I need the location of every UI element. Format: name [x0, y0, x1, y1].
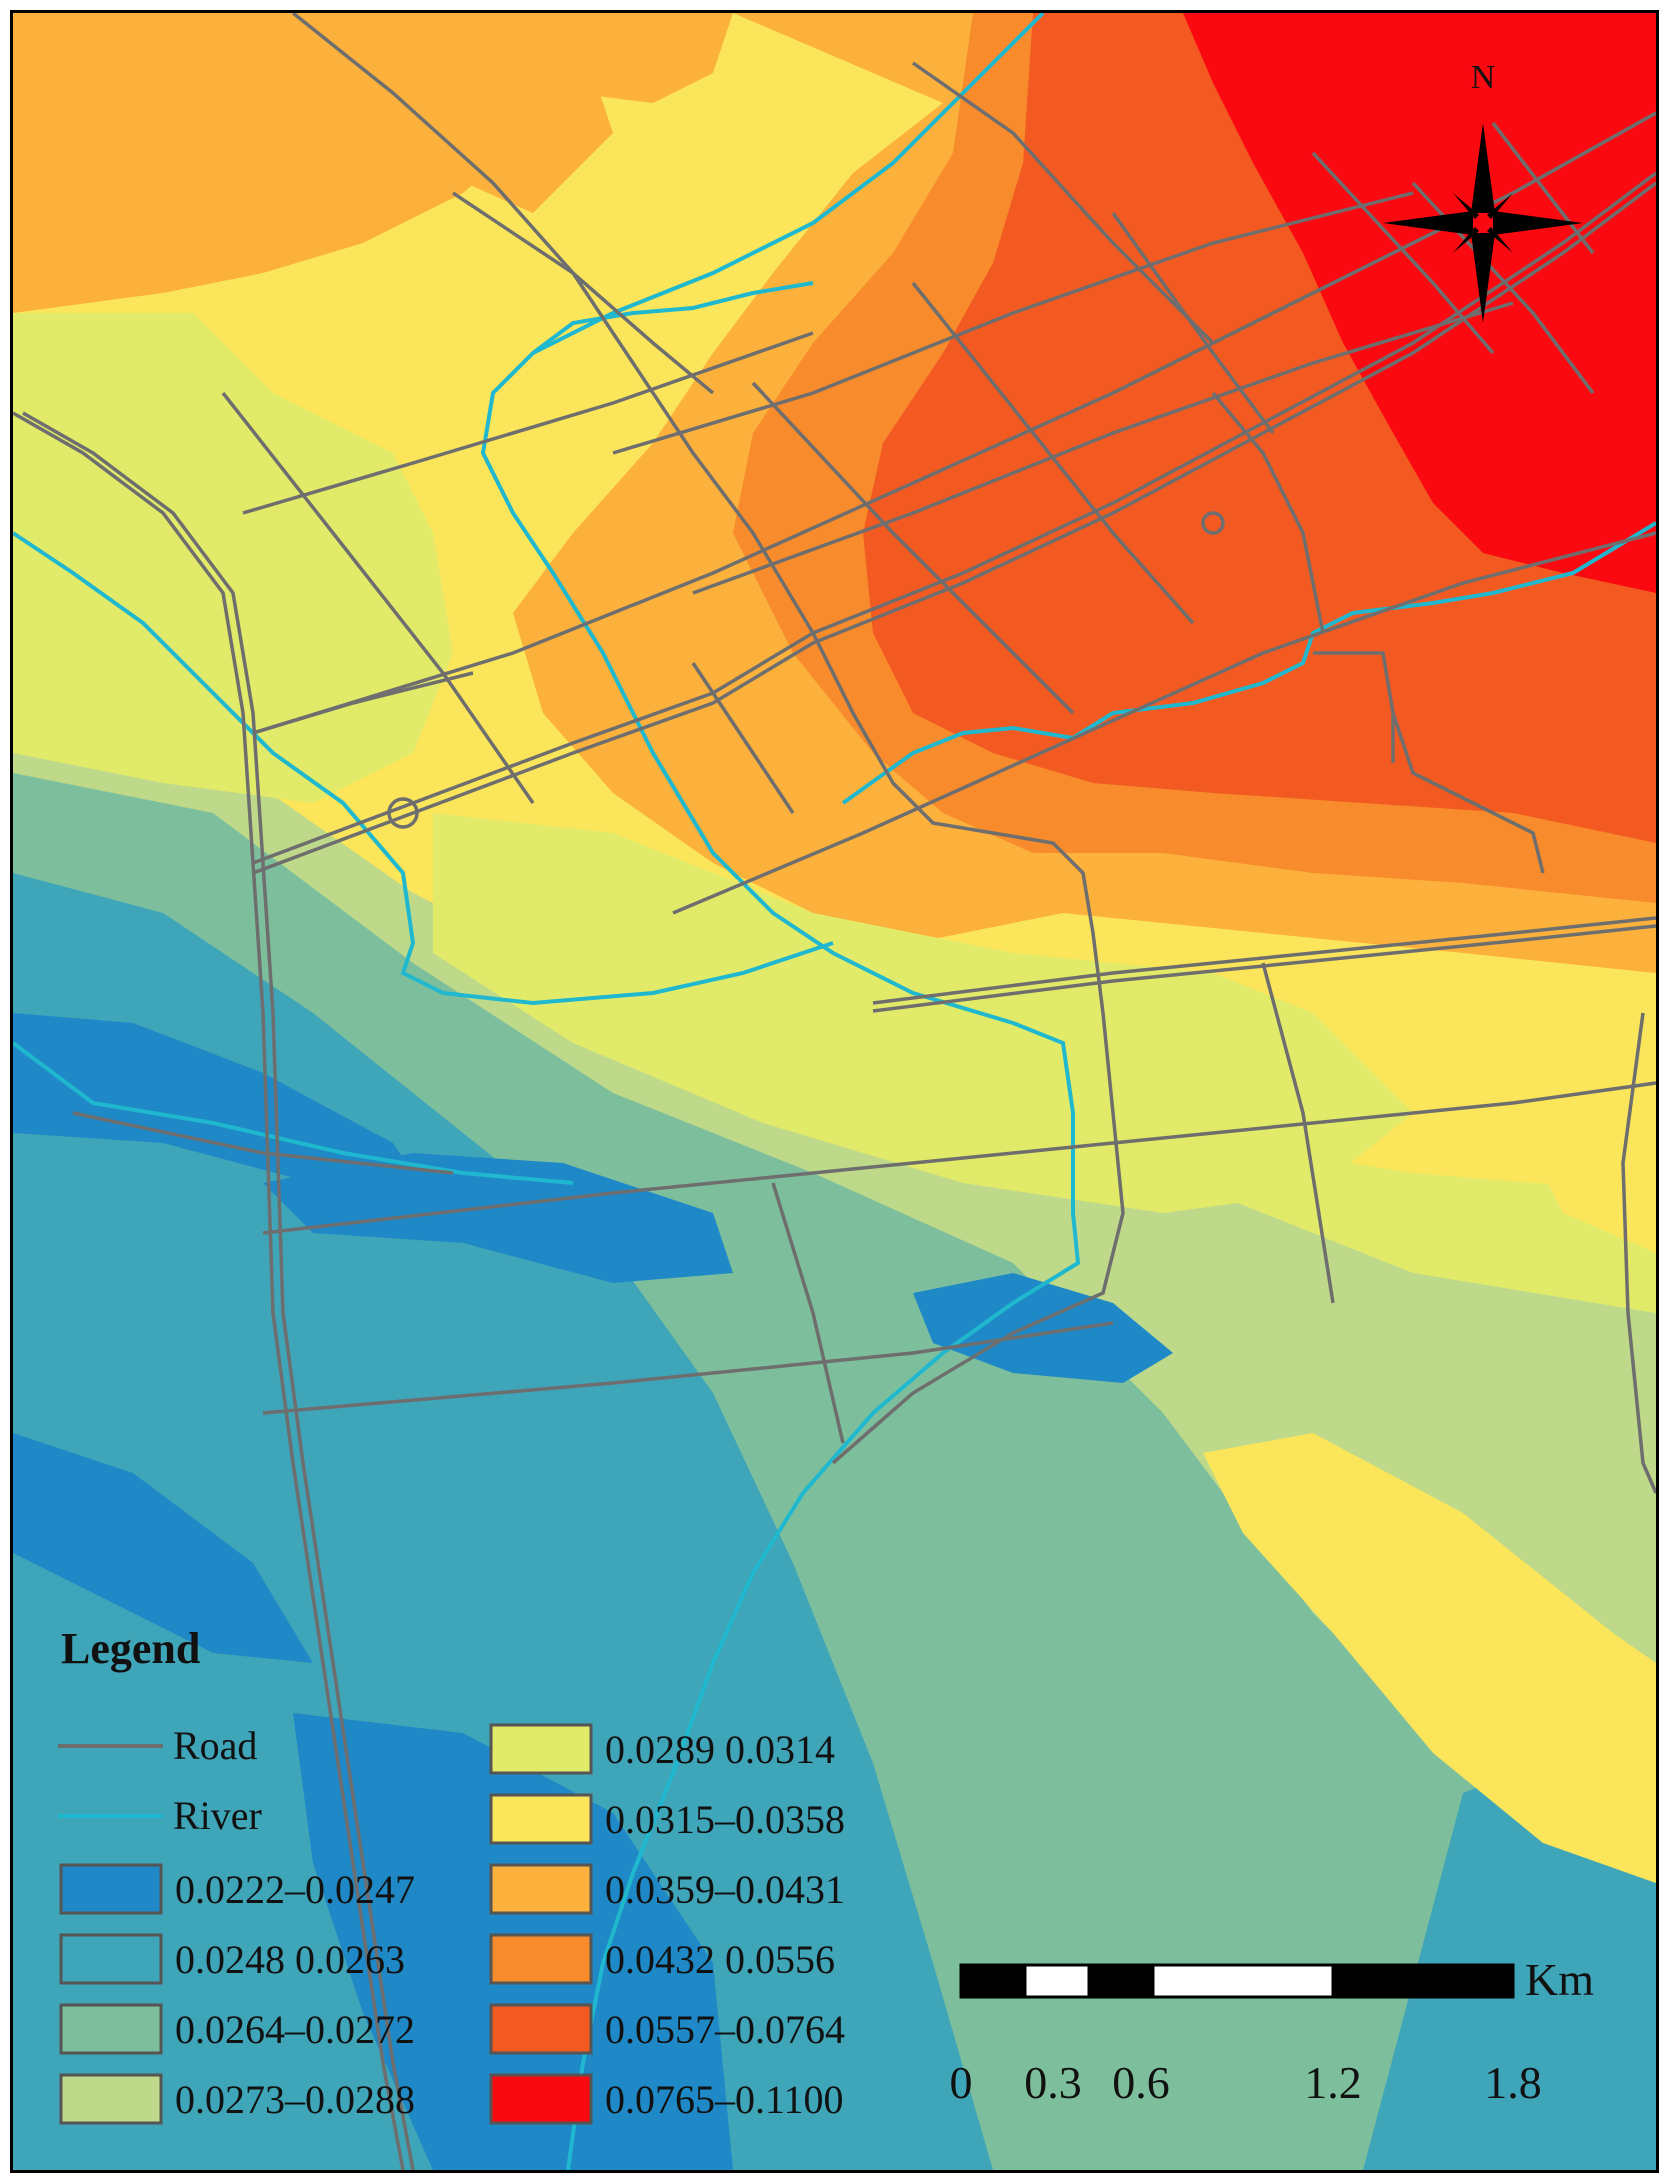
north-arrow-e: [1493, 211, 1583, 235]
map-frame: N Legend Road River 0.0222–0.0247 0.0248…: [10, 10, 1659, 2173]
scale-seg-5: [1331, 1963, 1515, 1999]
river-right-branch: [841, 521, 1656, 805]
road-diagonal-main: [252, 171, 1656, 865]
north-arrow-ne: [1487, 193, 1513, 219]
road-grid-2: [911, 281, 1195, 625]
zone-yellow-right: [1513, 1093, 1656, 1253]
north-arrow: N: [1383, 59, 1583, 323]
legend: Legend Road River 0.0222–0.0247 0.0248 0…: [58, 1624, 845, 2125]
legend-class-swatch-9: [489, 2003, 593, 2055]
legend-class-swatch-5: [489, 1723, 593, 1775]
north-arrow-n: [1471, 123, 1495, 213]
legend-river-label: River: [173, 1793, 262, 1838]
north-arrow-s: [1471, 233, 1495, 323]
legend-class-label-3: 0.0264–0.0272: [175, 2007, 415, 2052]
value-zones: [13, 13, 1656, 2170]
legend-class-label-6: 0.0315–0.0358: [605, 1797, 845, 1842]
road-roundabout-east: [1201, 511, 1225, 535]
road-horizontal-2: [72, 1111, 454, 1175]
zone-orange-light-topleft: [13, 13, 533, 313]
road-roundabout-west: [387, 797, 419, 829]
map-canvas: N Legend Road River 0.0222–0.0247 0.0248…: [13, 13, 1656, 2170]
road-horizontal-3: [262, 1081, 1656, 1235]
road-grid-7: [1211, 391, 1325, 634]
legend-class-label-10: 0.0765–0.1100: [605, 2077, 844, 2122]
road-horizontal-1b: [872, 924, 1656, 1013]
north-arrow-w: [1383, 211, 1473, 235]
scale-tick-0: 0: [950, 2057, 973, 2108]
legend-class-swatch-6: [489, 1793, 593, 1845]
zone-yellow-lowright: [1203, 1433, 1656, 1883]
north-label: N: [1471, 59, 1496, 96]
legend-class-swatch-4: [59, 2073, 163, 2125]
road-horizontal-1: [872, 916, 1656, 1005]
road-grid-3: [1111, 211, 1275, 435]
legend-class-swatch-2: [59, 1933, 163, 1985]
road-grid-4: [1311, 151, 1495, 355]
road-far-north: [911, 61, 1215, 345]
north-arrow-se: [1487, 227, 1513, 253]
legend-class-label-1: 0.0222–0.0247: [175, 1867, 415, 1912]
road-left-diag: [221, 391, 535, 804]
legend-class-label-7: 0.0359–0.0431: [605, 1867, 845, 1912]
roads: [13, 13, 1656, 2170]
scale-bar: Km 0 0.3 0.6 1.2 1.8: [950, 1954, 1595, 2108]
road-cross-2: [612, 191, 1414, 455]
road-grid-1: [751, 381, 1075, 715]
zone-lightyellowgreen-mid: [433, 813, 1413, 1213]
zone-red: [1183, 13, 1656, 593]
river-main: [480, 13, 1081, 2170]
legend-class-label-5: 0.0289 0.0314: [605, 1727, 835, 1772]
road-north-left: [291, 13, 1125, 1465]
road-left-upper: [242, 331, 814, 515]
road-upper-mid: [452, 191, 715, 395]
zone-teal-lower: [13, 873, 993, 2170]
legend-class-swatch-10: [489, 2073, 593, 2125]
legend-class-swatch-7: [489, 1863, 593, 1915]
river-upper-branch: [531, 281, 814, 355]
road-east-edge: [1621, 1012, 1656, 1494]
river-left-branch: [13, 531, 834, 1006]
scale-seg-2: [1023, 1963, 1091, 1999]
scale-seg-4: [1151, 1963, 1335, 1999]
scale-seg-3: [1087, 1963, 1155, 1999]
road-cross-3: [672, 531, 1656, 915]
legend-class-swatch-8: [489, 1933, 593, 1985]
legend-class-swatch-1: [59, 1863, 163, 1915]
legend-road-label: Road: [173, 1723, 257, 1768]
road-vertical-right: [1261, 962, 1335, 1304]
road-west-highway: [13, 411, 405, 2170]
north-arrow-sw: [1453, 227, 1479, 253]
scale-seg-1: [959, 1963, 1027, 1999]
zone-lightyellowgreen-left: [13, 313, 453, 803]
scale-tick-2: 0.6: [1112, 2057, 1170, 2108]
road-vertical-mid: [771, 1182, 845, 1444]
scale-tick-3: 1.2: [1304, 2057, 1362, 2108]
road-horizontal-4: [262, 1321, 1114, 1415]
scale-unit: Km: [1525, 1954, 1594, 2005]
road-grid-6: [1491, 121, 1595, 255]
road-cross-4: [692, 301, 1514, 595]
scale-tick-1: 0.3: [1024, 2057, 1082, 2108]
road-east-vertical: [1313, 651, 1545, 874]
zone-blue-center: [263, 1153, 733, 1283]
legend-class-label-4: 0.0273–0.0288: [175, 2077, 415, 2122]
zone-blue-lowleft: [13, 1433, 313, 1663]
north-arrow-nw: [1453, 193, 1479, 219]
zone-blue-left: [13, 1013, 433, 1203]
zone-orange-light-topmid: [393, 13, 613, 213]
legend-title: Legend: [61, 1624, 200, 1673]
legend-class-label-8: 0.0432 0.0556: [605, 1937, 835, 1982]
scale-tick-4: 1.8: [1484, 2057, 1542, 2108]
road-left-mid: [252, 671, 474, 735]
road-west-highway-2: [22, 411, 415, 2170]
legend-class-label-2: 0.0248 0.0263: [175, 1937, 405, 1982]
legend-class-label-9: 0.0557–0.0764: [605, 2007, 845, 2052]
road-small-1: [691, 662, 795, 814]
legend-class-swatch-3: [59, 2003, 163, 2055]
